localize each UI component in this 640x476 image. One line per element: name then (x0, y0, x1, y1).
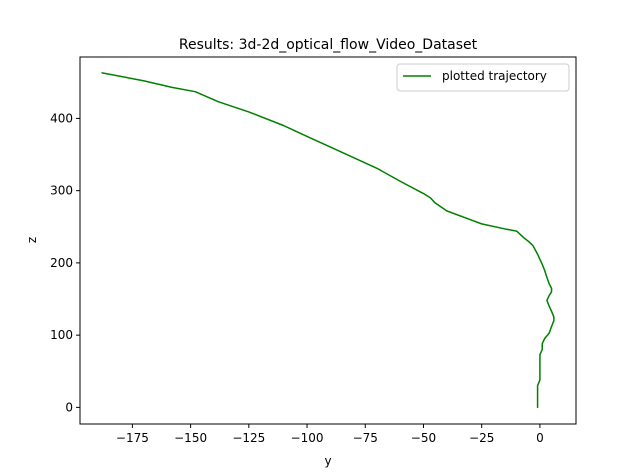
x-tick-label: −125 (232, 431, 265, 445)
x-tick-label: −100 (291, 431, 324, 445)
y-tick-label: 100 (50, 328, 73, 342)
y-axis-label: z (25, 237, 39, 243)
legend-box (396, 63, 570, 92)
series-line-0 (101, 72, 555, 409)
y-tick-label: 0 (65, 400, 73, 414)
y-tick-label: 300 (50, 184, 73, 198)
x-tick-label: −175 (116, 431, 149, 445)
x-tick-label: −75 (353, 431, 378, 445)
y-tick-label: 400 (50, 111, 73, 125)
plot-frame (79, 56, 577, 425)
data-layer (101, 72, 555, 409)
legend-entry-label: plotted trajectory (442, 69, 547, 83)
chart-title: Results: 3d-2d_optical_flow_Video_Datase… (179, 37, 478, 53)
x-tick-label: 0 (536, 431, 544, 445)
x-axis-label: y (324, 454, 331, 468)
x-tick-label: −150 (174, 431, 207, 445)
axes-layer: −175 −150 −125 −100 −75 −50 −25 0 0 100 200 300 400 (50, 111, 544, 445)
x-tick-label: −50 (411, 431, 436, 445)
x-tick-label: −25 (469, 431, 494, 445)
plot-area (80, 57, 576, 424)
y-tick-label: 200 (50, 256, 73, 270)
legend: plotted trajectory (396, 63, 570, 92)
